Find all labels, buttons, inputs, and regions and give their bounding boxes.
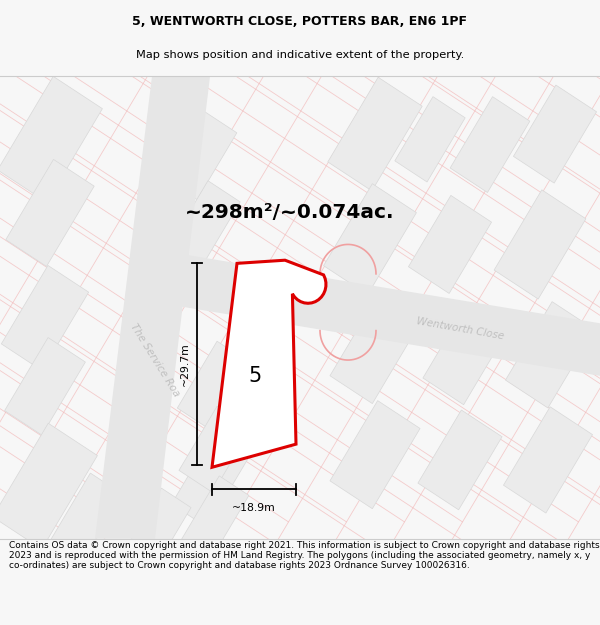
Polygon shape: [37, 473, 122, 583]
Polygon shape: [179, 406, 251, 492]
Polygon shape: [5, 338, 85, 435]
Polygon shape: [1, 266, 89, 371]
Text: 5, WENTWORTH CLOSE, POTTERS BAR, EN6 1PF: 5, WENTWORTH CLOSE, POTTERS BAR, EN6 1PF: [133, 15, 467, 28]
Polygon shape: [505, 302, 595, 408]
Text: Contains OS data © Crown copyright and database right 2021. This information is : Contains OS data © Crown copyright and d…: [9, 541, 599, 571]
Text: The Service Roa: The Service Roa: [128, 322, 182, 398]
Text: ~18.9m: ~18.9m: [232, 503, 276, 513]
Polygon shape: [181, 476, 249, 559]
Polygon shape: [450, 97, 530, 192]
Polygon shape: [0, 76, 103, 202]
Polygon shape: [418, 410, 502, 510]
Polygon shape: [119, 488, 191, 579]
Polygon shape: [6, 159, 94, 266]
Polygon shape: [163, 111, 237, 199]
Polygon shape: [155, 249, 600, 376]
Text: Wentworth Close: Wentworth Close: [415, 316, 505, 341]
Polygon shape: [328, 78, 422, 191]
Text: ~298m²/~0.074ac.: ~298m²/~0.074ac.: [185, 203, 395, 222]
Text: Map shows position and indicative extent of the property.: Map shows position and indicative extent…: [136, 50, 464, 60]
Polygon shape: [170, 181, 240, 266]
Polygon shape: [494, 190, 586, 299]
Polygon shape: [503, 407, 593, 513]
Polygon shape: [323, 184, 416, 294]
Polygon shape: [172, 434, 248, 528]
Polygon shape: [409, 196, 491, 294]
Polygon shape: [423, 305, 507, 405]
Polygon shape: [0, 423, 97, 549]
Polygon shape: [212, 260, 326, 468]
Polygon shape: [514, 85, 596, 183]
Text: 5: 5: [248, 366, 262, 386]
Polygon shape: [95, 76, 210, 539]
Polygon shape: [395, 97, 465, 182]
Text: ~29.7m: ~29.7m: [180, 342, 190, 386]
Polygon shape: [330, 401, 420, 509]
Polygon shape: [330, 296, 420, 404]
Polygon shape: [178, 341, 253, 431]
